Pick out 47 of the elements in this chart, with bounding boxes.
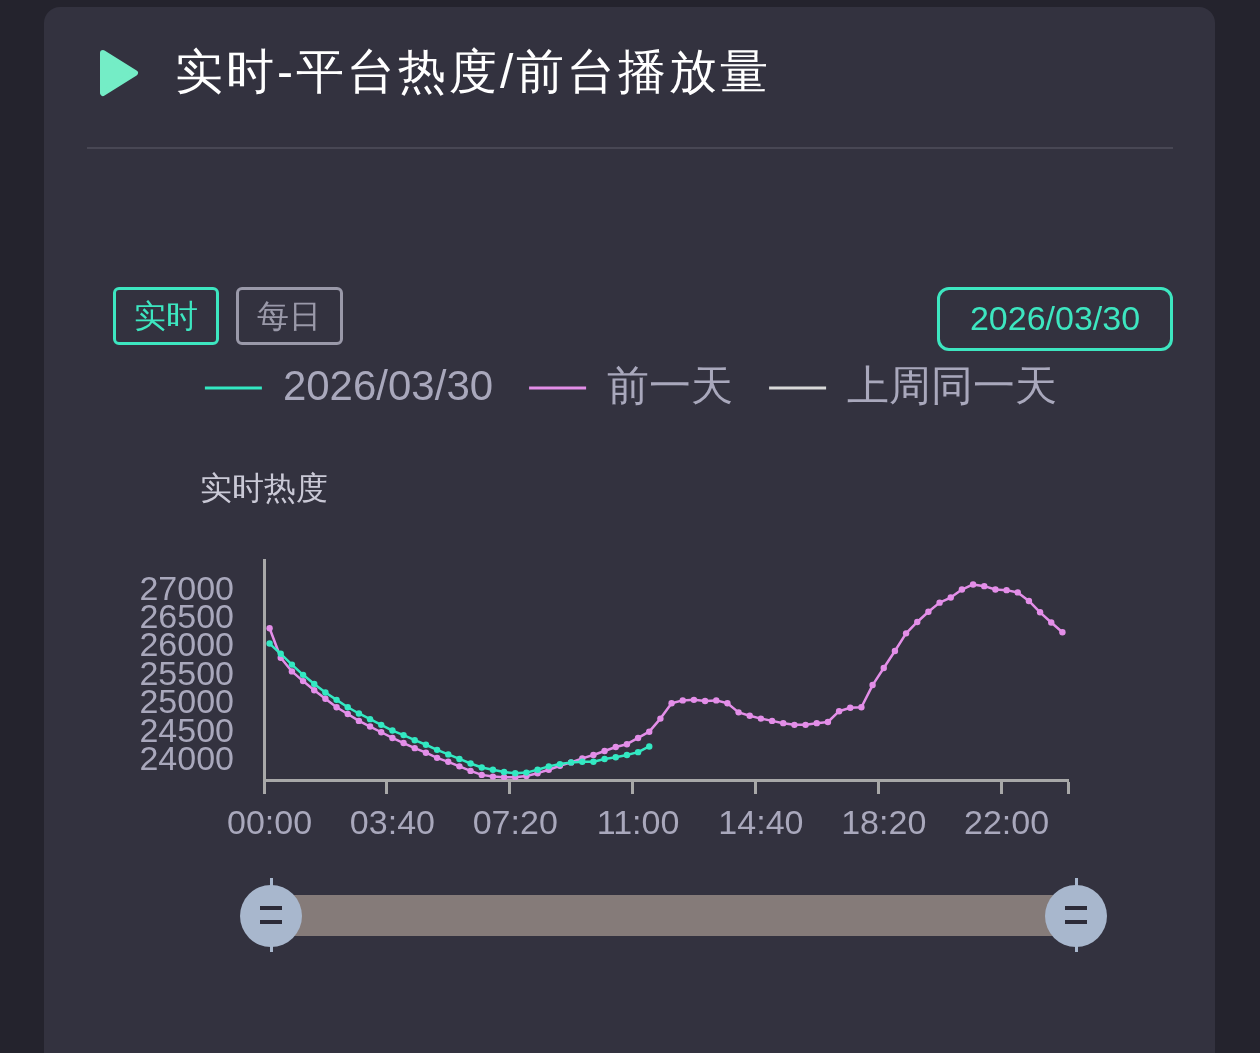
point [512, 769, 519, 777]
point [411, 737, 418, 744]
point [311, 680, 318, 688]
point [456, 755, 463, 763]
point [366, 715, 374, 723]
point [299, 671, 307, 679]
point [634, 748, 642, 756]
point [646, 743, 653, 750]
point [500, 768, 508, 776]
legend-label: 2026/03/30 [282, 361, 494, 409]
point [266, 640, 273, 647]
text: 实时 [134, 297, 198, 335]
point [277, 650, 284, 657]
point [523, 769, 530, 776]
point [433, 746, 441, 754]
point [467, 760, 474, 767]
point [590, 758, 597, 766]
point [623, 751, 631, 759]
x-tick-label: 07:20 [472, 802, 558, 841]
legend-label: 前一天 [607, 361, 734, 409]
chart-title: 实时-平台热度/前台播放量 [175, 44, 772, 100]
point [288, 661, 296, 668]
point [322, 689, 329, 696]
point [344, 704, 351, 711]
point [389, 727, 396, 734]
y-axis-title: 实时热度 [200, 469, 328, 506]
x-tick-label: 00:00 [227, 802, 313, 841]
point [445, 751, 452, 758]
point [478, 764, 485, 771]
x-tick-label: 14:40 [718, 802, 804, 841]
point [612, 754, 619, 761]
x-tick-label: 03:40 [349, 802, 435, 841]
point [422, 741, 430, 748]
x-tick-label: 22:00 [964, 802, 1050, 841]
point [355, 710, 363, 717]
x-tick-label: 11:00 [596, 802, 680, 841]
point [579, 758, 586, 766]
date-field: 2026/03/30 [937, 287, 1173, 351]
point [333, 696, 340, 704]
point [400, 731, 407, 739]
point [534, 766, 541, 773]
legend-label: 上周同一天 [847, 361, 1058, 409]
text: 每日 [257, 297, 321, 335]
point [489, 766, 497, 773]
point [601, 755, 608, 763]
point [378, 721, 385, 729]
x-tick-label: 18:20 [841, 802, 927, 841]
